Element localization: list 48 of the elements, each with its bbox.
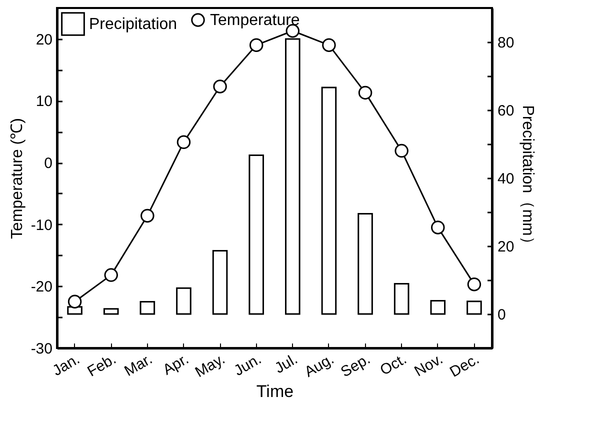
y2-tick-label: 60 xyxy=(498,102,514,120)
bar xyxy=(212,250,228,315)
x-tick-label: Jul. xyxy=(272,350,301,378)
x-tick-label: Dec. xyxy=(446,350,482,381)
y-tick-label: -10 xyxy=(30,216,52,234)
x-tick-label: Feb. xyxy=(84,350,120,380)
x-axis-title: Time xyxy=(256,382,294,402)
bar xyxy=(321,86,337,315)
x-tick-label: Oct. xyxy=(377,350,410,380)
x-tick-label: May. xyxy=(192,350,228,382)
y-axis-title: Temperature (℃) xyxy=(8,118,26,239)
x-tick-label: Sep. xyxy=(338,350,374,381)
bar xyxy=(176,287,192,315)
point xyxy=(431,220,445,234)
bar xyxy=(466,300,482,315)
bar xyxy=(430,300,446,315)
y2-tick-label: 80 xyxy=(498,34,514,52)
bar xyxy=(140,301,156,315)
y2-tick-label: 40 xyxy=(498,170,514,188)
y-tick-label: -20 xyxy=(30,278,52,296)
point xyxy=(249,38,264,52)
bar xyxy=(358,212,373,315)
x-tick-label: Nov. xyxy=(412,350,446,380)
x-tick-label: Aug. xyxy=(302,350,337,381)
y2-tick-label: 0 xyxy=(498,306,506,324)
bar xyxy=(394,282,410,315)
point xyxy=(213,80,227,94)
y2-tick-label: 20 xyxy=(498,238,514,256)
point xyxy=(394,144,408,158)
bar xyxy=(248,154,264,315)
point xyxy=(467,277,482,292)
point xyxy=(358,86,372,100)
point xyxy=(176,135,191,150)
point xyxy=(104,268,118,282)
point xyxy=(68,294,82,308)
point xyxy=(140,208,154,223)
x-tick-label: Jun. xyxy=(231,350,264,380)
legend-label: Precipitation xyxy=(89,16,178,33)
y-tick-label: 0 xyxy=(44,155,52,172)
legend-label: Temperature xyxy=(210,12,300,29)
y2-axis-title: Precipitation（mm） xyxy=(519,105,536,252)
point xyxy=(322,38,336,52)
y-tick-label: -30 xyxy=(30,340,52,358)
bar xyxy=(103,308,119,315)
x-tick-label: Apr. xyxy=(160,350,192,379)
x-tick-label: Mar. xyxy=(122,350,156,380)
y-tick-label: 10 xyxy=(36,93,52,110)
y-tick-label: 20 xyxy=(36,31,52,48)
